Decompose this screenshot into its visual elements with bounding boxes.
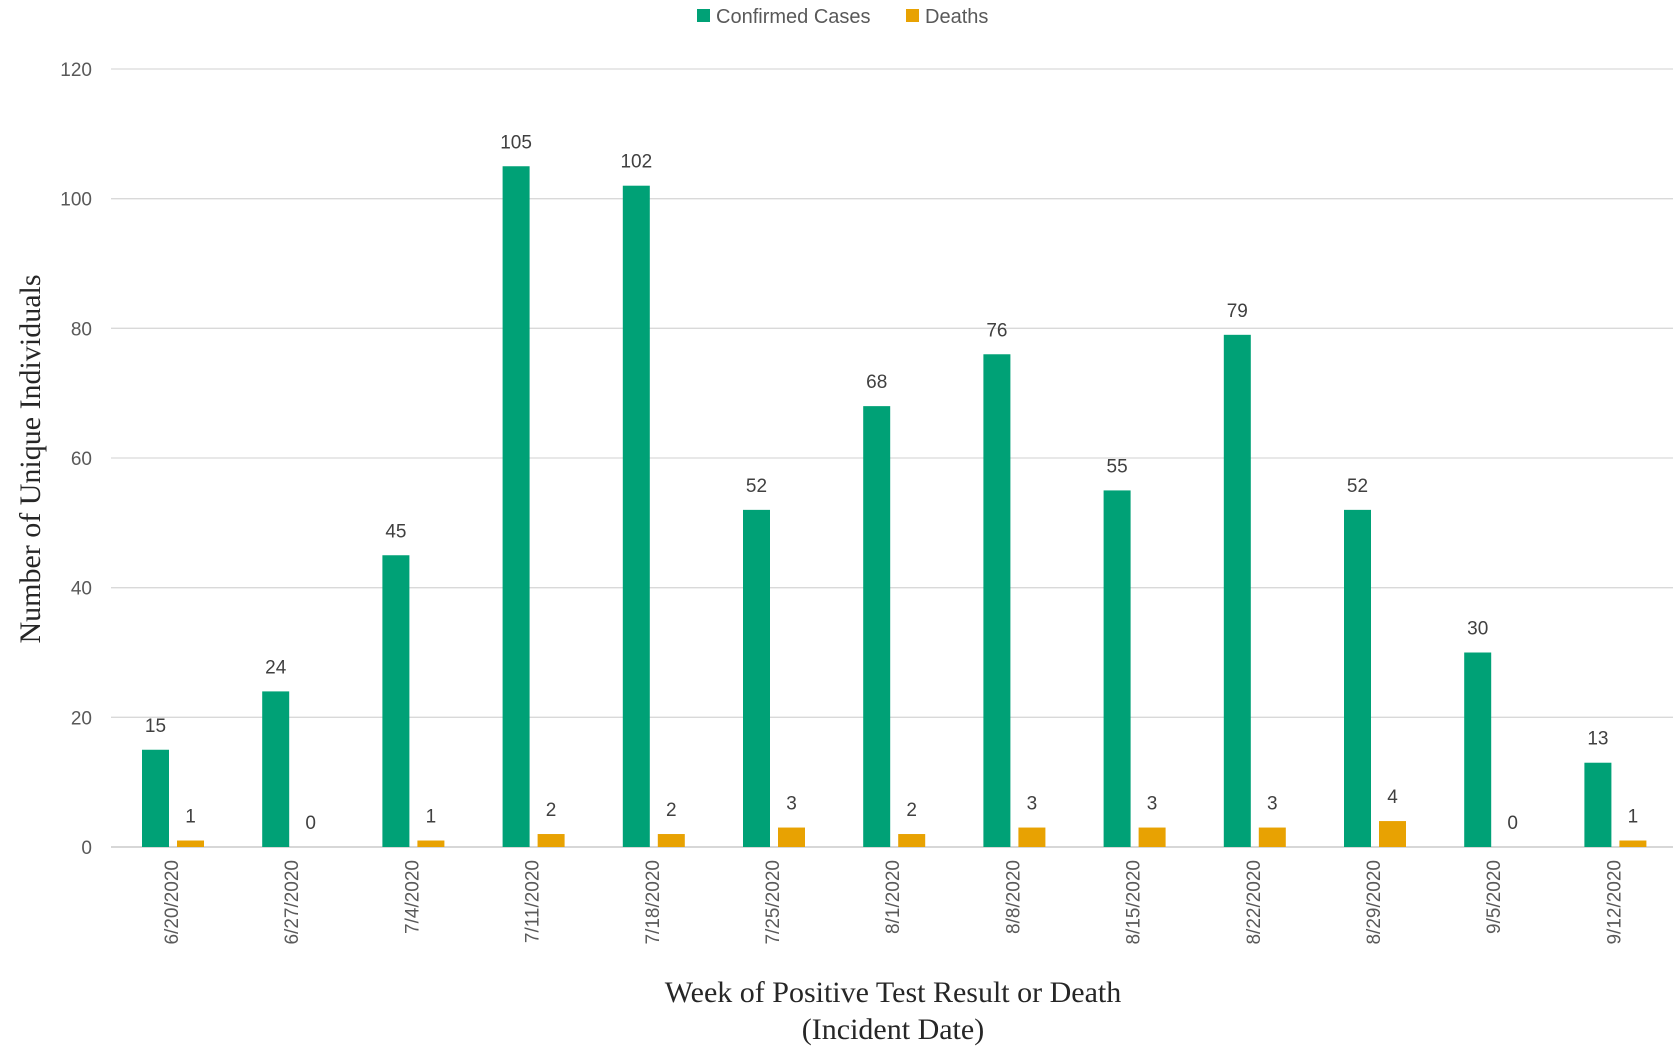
data-labels: 15 24 45 105 102 52 68 76 55 79 52 30 13 1 0 1 2 2 3 2 3 3 3 4 0… xyxy=(145,132,1638,834)
bar-confirmed-cases-6 xyxy=(863,406,891,847)
x-tick-label: 8/15/2020 xyxy=(1124,860,1145,945)
x-axis-title-line-1: Week of Positive Test Result or Death xyxy=(665,976,1122,1009)
data-label-deaths: 2 xyxy=(666,800,677,821)
y-tick-label: 80 xyxy=(71,319,92,340)
data-label-deaths: 3 xyxy=(1027,794,1038,815)
bars xyxy=(142,166,1647,848)
bar-deaths-3 xyxy=(537,834,565,847)
data-label-confirmed-cases: 102 xyxy=(620,152,652,173)
bar-deaths-10 xyxy=(1379,821,1406,847)
data-label-deaths: 0 xyxy=(305,813,316,834)
data-label-confirmed-cases: 45 xyxy=(385,521,406,542)
legend-swatch-deaths xyxy=(906,9,919,22)
x-tick-label: 8/1/2020 xyxy=(883,860,904,934)
bar-confirmed-cases-10 xyxy=(1344,509,1371,847)
bar-confirmed-cases-11 xyxy=(1464,652,1492,847)
bar-confirmed-cases-12 xyxy=(1584,762,1612,847)
x-tick-label: 9/12/2020 xyxy=(1604,860,1625,945)
bar-deaths-8 xyxy=(1138,827,1166,847)
y-tick-label: 20 xyxy=(71,708,92,729)
y-tick-label: 60 xyxy=(71,449,92,470)
data-label-deaths: 3 xyxy=(1267,794,1278,815)
x-axis-title-line-2: (Incident Date) xyxy=(802,1013,984,1046)
bar-deaths-12 xyxy=(1619,840,1647,847)
data-label-deaths: 1 xyxy=(1628,807,1639,828)
x-tick-label: 7/18/2020 xyxy=(643,860,664,945)
y-tick-label: 40 xyxy=(71,579,92,600)
x-tick-label: 8/22/2020 xyxy=(1244,860,1265,945)
data-label-confirmed-cases: 55 xyxy=(1107,456,1128,477)
data-label-deaths: 2 xyxy=(546,800,557,821)
bar-confirmed-cases-9 xyxy=(1223,334,1251,848)
y-axis-title: Number of Unique Individuals xyxy=(14,274,47,643)
bar-confirmed-cases-3 xyxy=(502,166,530,847)
bar-confirmed-cases-7 xyxy=(983,354,1011,847)
data-label-deaths: 0 xyxy=(1507,813,1518,834)
bar-confirmed-cases-2 xyxy=(382,555,410,847)
data-label-deaths: 1 xyxy=(185,807,196,828)
data-label-confirmed-cases: 79 xyxy=(1227,301,1248,322)
y-tick-label: 0 xyxy=(81,838,92,859)
x-tick-label: 8/8/2020 xyxy=(1003,860,1024,934)
data-label-confirmed-cases: 52 xyxy=(1347,476,1368,497)
bar-confirmed-cases-0 xyxy=(142,749,169,847)
bar-deaths-0 xyxy=(177,840,204,847)
x-tick-label: 7/25/2020 xyxy=(763,860,784,945)
legend-swatch-confirmed-cases xyxy=(697,9,710,22)
data-label-deaths: 3 xyxy=(786,794,797,815)
bar-deaths-4 xyxy=(657,834,685,847)
legend-label-confirmed-cases: Confirmed Cases xyxy=(716,6,871,28)
x-tick-label: 8/29/2020 xyxy=(1364,860,1385,945)
data-label-confirmed-cases: 68 xyxy=(866,372,887,393)
data-label-deaths: 3 xyxy=(1147,794,1158,815)
x-tick-label: 6/27/2020 xyxy=(282,860,303,945)
bar-deaths-5 xyxy=(778,827,805,847)
bar-confirmed-cases-1 xyxy=(262,691,290,847)
data-label-confirmed-cases: 30 xyxy=(1467,619,1488,640)
bar-deaths-9 xyxy=(1258,827,1286,847)
x-tick-label: 9/5/2020 xyxy=(1484,860,1505,934)
x-tick-label: 6/20/2020 xyxy=(162,860,183,945)
y-axis-ticks: 0 20 40 60 80 100 120 xyxy=(60,60,92,859)
bar-confirmed-cases-4 xyxy=(622,185,650,847)
legend: Confirmed Cases Deaths xyxy=(697,6,988,28)
bar-deaths-2 xyxy=(417,840,445,847)
data-label-confirmed-cases: 52 xyxy=(746,476,767,497)
bar-confirmed-cases-5 xyxy=(743,509,770,847)
y-tick-label: 120 xyxy=(60,60,92,81)
data-label-confirmed-cases: 15 xyxy=(145,716,166,737)
x-tick-label: 7/4/2020 xyxy=(402,860,423,934)
data-label-deaths: 1 xyxy=(426,807,437,828)
bar-deaths-6 xyxy=(898,834,926,847)
data-label-confirmed-cases: 13 xyxy=(1587,729,1608,750)
legend-label-deaths: Deaths xyxy=(925,6,988,28)
gridlines xyxy=(111,68,1673,848)
data-label-deaths: 4 xyxy=(1387,787,1398,808)
x-tick-label: 7/11/2020 xyxy=(523,860,544,943)
y-tick-label: 100 xyxy=(60,190,92,211)
data-label-confirmed-cases: 76 xyxy=(986,320,1007,341)
x-axis-ticks: 6/20/2020 6/27/2020 7/4/2020 7/11/2020 7/18/… xyxy=(162,860,1625,945)
data-label-confirmed-cases: 24 xyxy=(265,657,287,678)
data-label-confirmed-cases: 105 xyxy=(500,132,532,153)
bar-deaths-7 xyxy=(1018,827,1046,847)
bar-confirmed-cases-8 xyxy=(1103,490,1131,847)
data-label-deaths: 2 xyxy=(906,800,917,821)
